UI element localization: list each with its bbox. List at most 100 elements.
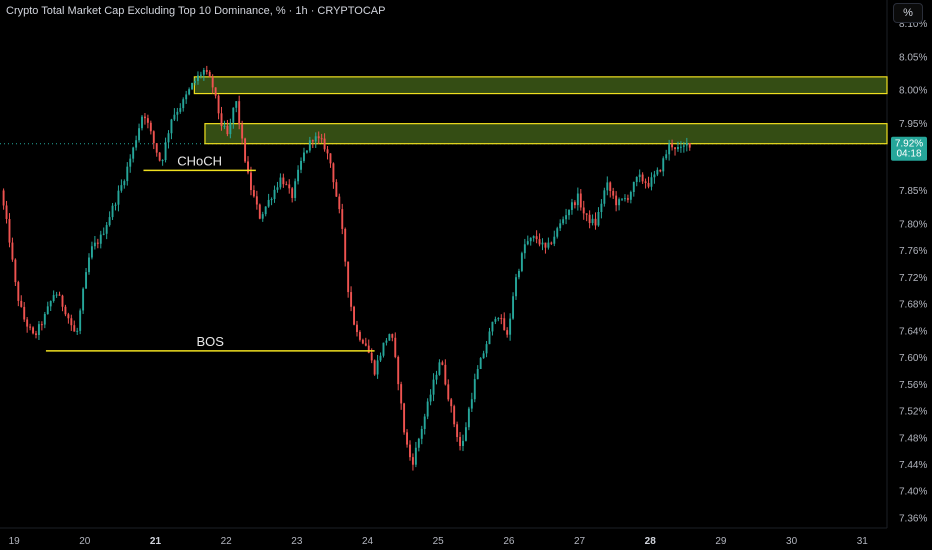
price-axis-tick-label: 7.56% xyxy=(899,380,927,391)
price-axis-tick-label: 8.00% xyxy=(899,86,927,97)
candle-body xyxy=(76,330,79,332)
time-axis-tick-label: 31 xyxy=(857,536,869,547)
time-axis-tick-label: 25 xyxy=(433,536,445,547)
candle-body xyxy=(476,369,479,380)
candle-body xyxy=(196,75,199,81)
candle-body xyxy=(255,196,258,205)
candle-body xyxy=(279,177,282,188)
candle-body xyxy=(509,318,512,335)
candle-body xyxy=(644,181,647,183)
candle-body xyxy=(473,379,476,400)
candle-body xyxy=(40,324,43,326)
price-axis-tick-label: 7.85% xyxy=(899,186,927,197)
candle-body xyxy=(120,185,123,191)
candle-body xyxy=(553,236,556,244)
candle-body xyxy=(102,233,105,235)
candle-body xyxy=(420,429,423,439)
candle-body xyxy=(464,427,467,441)
candle-body xyxy=(82,288,85,311)
candle-body xyxy=(459,437,462,446)
candle-body xyxy=(46,306,49,315)
candle-body xyxy=(241,124,244,139)
candle-body xyxy=(523,244,526,254)
candle-body xyxy=(141,116,143,129)
candle-body xyxy=(202,70,205,75)
price-axis-tick-label: 7.44% xyxy=(899,460,927,471)
candle-body xyxy=(544,242,547,248)
candle-body xyxy=(568,209,570,216)
price-axis-tick-label: 7.64% xyxy=(899,326,927,337)
candle-body xyxy=(526,241,529,245)
candle-body xyxy=(235,101,238,108)
candle-body xyxy=(594,218,597,226)
candle-body xyxy=(308,140,311,151)
candle-body xyxy=(58,294,61,296)
candle-body xyxy=(423,416,426,430)
candle-body xyxy=(385,340,388,343)
candle-body xyxy=(656,169,659,175)
candle-body xyxy=(397,356,400,385)
bos-label: BOS xyxy=(197,334,225,349)
candle-body xyxy=(8,218,11,243)
candle-body xyxy=(494,319,497,322)
candle-body xyxy=(517,270,520,278)
candle-body xyxy=(503,318,506,331)
candle-body xyxy=(291,188,294,198)
candle-body xyxy=(573,202,576,206)
candle-body xyxy=(364,343,367,346)
time-axis-tick-label: 29 xyxy=(715,536,727,547)
candle-body xyxy=(367,345,370,353)
candle-body xyxy=(188,89,191,95)
candle-body xyxy=(37,324,40,335)
candle-body xyxy=(167,133,170,143)
unit-toggle-button[interactable]: % xyxy=(893,3,923,23)
candle-body xyxy=(314,136,317,142)
candle-body xyxy=(132,147,135,159)
candle-body xyxy=(211,76,214,88)
candle-body xyxy=(126,166,129,182)
candle-body xyxy=(600,203,603,212)
price-axis-tick-label: 7.48% xyxy=(899,433,927,444)
candle-body xyxy=(662,158,665,172)
price-axis-tick-label: 7.80% xyxy=(899,219,927,230)
candle-body xyxy=(270,199,273,201)
candle-body xyxy=(282,177,285,185)
candle-body xyxy=(444,364,447,385)
candle-body xyxy=(303,152,305,161)
candle-body xyxy=(647,182,650,187)
candle-body xyxy=(247,161,249,173)
candle-body xyxy=(93,242,96,247)
candle-body xyxy=(297,169,300,182)
candle-body xyxy=(426,401,429,417)
candle-body xyxy=(276,187,279,190)
time-axis-tick-label: 27 xyxy=(574,536,586,547)
candle-body xyxy=(579,193,582,208)
time-axis-tick-label: 24 xyxy=(362,536,374,547)
candle-body xyxy=(606,182,609,191)
candle-body xyxy=(273,189,276,200)
candle-body xyxy=(438,362,441,375)
price-axis-tick-label: 7.52% xyxy=(899,407,927,418)
candle-body xyxy=(223,125,226,127)
candle-body xyxy=(576,193,579,206)
candle-body xyxy=(629,192,632,200)
time-axis[interactable]: 19 20 21 22 23 24 25 26 27 28 29 30 31 xyxy=(9,536,869,547)
candle-body xyxy=(17,282,20,301)
candle-body xyxy=(441,362,444,365)
candle-body xyxy=(208,71,211,77)
candle-body xyxy=(117,190,120,205)
candle-body xyxy=(146,118,149,123)
candle-body xyxy=(409,444,411,458)
candle-body xyxy=(350,292,353,307)
candle-body xyxy=(214,87,217,96)
price-axis-tick-label: 8.05% xyxy=(899,52,927,63)
candle-body xyxy=(491,321,494,332)
price-axis-tick-label: 7.95% xyxy=(899,119,927,130)
candle-body xyxy=(626,198,629,200)
candle-body xyxy=(323,138,326,150)
candle-body xyxy=(294,181,297,198)
candle-body xyxy=(529,237,532,242)
last-price-tag: 7.92% 04:18 xyxy=(891,136,927,161)
candle-body xyxy=(506,330,509,335)
